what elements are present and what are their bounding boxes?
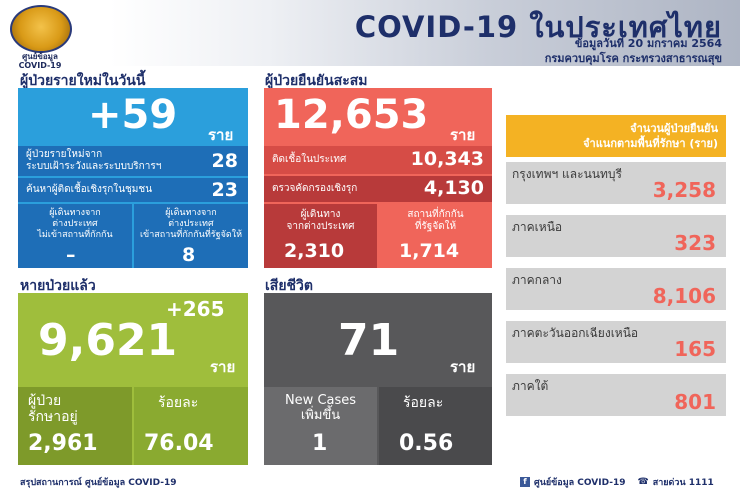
row1-label: ผู้ป่วยรายใหม่จาก ระบบเฝ้าระวังและระบบบร… [26, 149, 162, 172]
cumulative-row2: ตรวจคัดกรองเชิงรุก 4,130 [264, 176, 492, 202]
deaths-percent: ร้อยละ 0.56 [379, 387, 492, 465]
new-cases-row3a: ผู้เดินทางจาก ต่างประเทศ ไม่เข้าสถานที่ก… [18, 204, 132, 268]
recovered-panel: +265 9,621 ราย ผู้ป่วย รักษาอยู่ 2,961 ร… [18, 293, 248, 465]
cumulative-row3b: สถานที่กักกัน ที่รัฐจัดให้ 1,714 [379, 204, 492, 268]
regions-heading: จำนวนผู้ป่วยยืนยัน จำแนกตามพื้นที่รักษา … [583, 122, 718, 150]
region-name: ภาคตะวันออกเฉียงเหนือ [512, 326, 639, 340]
facebook-label: ศูนย์ข้อมูล COVID-19 [534, 478, 626, 488]
row3b-label: สถานที่กักกัน ที่รัฐจัดให้ [407, 209, 464, 232]
deaths-new-label: New Cases เพิ่มขึ้น [284, 393, 357, 423]
new-cases-panel: +59 ราย ผู้ป่วยรายใหม่จาก ระบบเฝ้าระวังแ… [18, 88, 248, 268]
date-line: ข้อมูลวันที่ 20 มกราคม 2564 [574, 37, 722, 50]
recovered-unit: ราย [210, 358, 236, 376]
row3a-label: ผู้เดินทาง จากต่างประเทศ [286, 209, 355, 232]
row3b-value: 1,714 [399, 240, 460, 262]
recovered-heading: หายป่วยแล้ว [20, 278, 96, 294]
row3a-label: ผู้เดินทางจาก ต่างประเทศ ไม่เข้าสถานที่ก… [37, 208, 113, 240]
seal-label: ศูนย์ข้อมูล COVID-19 [18, 52, 62, 70]
region-value: 3,258 [652, 178, 716, 202]
in-treatment-value: 2,961 [28, 431, 98, 456]
cumulative-heading: ผู้ป่วยยืนยันสะสม [265, 73, 368, 89]
agency-line: กรมควบคุมโรค กระทรวงสาธารณสุข [544, 52, 722, 65]
row3b-label: ผู้เดินทางจาก ต่างประเทศ เข้าสถานที่กักก… [139, 208, 243, 240]
region-name: ภาคเหนือ [512, 220, 563, 234]
hotline-label: สายด่วน 1111 [652, 478, 714, 488]
region-value: 323 [674, 231, 716, 255]
region-value: 165 [674, 337, 716, 361]
header: ศูนย์ข้อมูล COVID-19 COVID-19 ในประเทศไท… [0, 0, 740, 70]
region-item: กรุงเทพฯ และนนทบุรี 3,258 [506, 162, 726, 204]
row3b-value: 8 [182, 244, 196, 266]
row3a-value: – [66, 244, 76, 266]
deaths-unit: ราย [450, 358, 476, 376]
region-item: ภาคเหนือ 323 [506, 215, 726, 257]
row2-value: 23 [211, 179, 238, 201]
row2-value: 4,130 [423, 177, 484, 199]
new-cases-row1: ผู้ป่วยรายใหม่จาก ระบบเฝ้าระวังและระบบบร… [18, 146, 248, 176]
row2-label: ค้นหาผู้ติดเชื้อเชิงรุกในชุมชน [26, 184, 153, 195]
new-cases-total: +59 [88, 92, 178, 138]
cumulative-row1: ติดเชื้อในประเทศ 10,343 [264, 146, 492, 174]
row1-value: 10,343 [410, 148, 484, 170]
recovered-percent: ร้อยละ 76.04 [134, 387, 248, 465]
recovered-percent-label: ร้อยละ [158, 395, 199, 411]
footer-left: สรุปสถานการณ์ ศูนย์ข้อมูล COVID-19 [20, 478, 177, 488]
region-value: 8,106 [652, 284, 716, 308]
government-seal-icon [10, 5, 72, 53]
deaths-new-value: 1 [312, 431, 328, 456]
new-cases-row2: ค้นหาผู้ติดเชื้อเชิงรุกในชุมชน 23 [18, 178, 248, 202]
regions-heading-box: จำนวนผู้ป่วยยืนยัน จำแนกตามพื้นที่รักษา … [506, 115, 726, 157]
region-name: ภาคกลาง [512, 273, 562, 287]
recovered-total: 9,621 [38, 315, 178, 366]
region-name: ภาคใต้ [512, 379, 549, 393]
region-item: ภาคกลาง 8,106 [506, 268, 726, 310]
cumulative-panel: 12,653 ราย ติดเชื้อในประเทศ 10,343 ตรวจค… [264, 88, 492, 268]
deaths-percent-value: 0.56 [399, 431, 454, 456]
footer-right: f ศูนย์ข้อมูล COVID-19 ☎ สายด่วน 1111 [520, 475, 714, 489]
row2-label: ตรวจคัดกรองเชิงรุก [272, 183, 358, 194]
deaths-total: 71 [338, 315, 400, 366]
page-title: COVID-19 ในประเทศไทย [354, 10, 722, 44]
region-item: ภาคตะวันออกเฉียงเหนือ 165 [506, 321, 726, 363]
new-cases-unit: ราย [208, 126, 234, 144]
deaths-new: New Cases เพิ่มขึ้น 1 [264, 387, 377, 465]
phone-icon: ☎ [637, 477, 649, 487]
region-name: กรุงเทพฯ และนนทบุรี [512, 167, 622, 181]
recovered-percent-value: 76.04 [144, 431, 214, 456]
cumulative-total: 12,653 [274, 92, 429, 138]
in-treatment-label: ผู้ป่วย รักษาอยู่ [28, 393, 78, 425]
row1-label: ติดเชื้อในประเทศ [272, 154, 347, 165]
recovered-increase: +265 [166, 297, 225, 321]
row3a-value: 2,310 [284, 240, 345, 262]
new-cases-heading: ผู้ป่วยรายใหม่ในวันนี้ [20, 73, 146, 89]
deaths-heading: เสียชีวิต [265, 278, 313, 294]
cumulative-unit: ราย [450, 126, 476, 144]
row1-value: 28 [211, 150, 238, 172]
deaths-panel: 71 ราย New Cases เพิ่มขึ้น 1 ร้อยละ 0.56 [264, 293, 492, 465]
recovered-in-treatment: ผู้ป่วย รักษาอยู่ 2,961 [18, 387, 132, 465]
region-value: 801 [674, 390, 716, 414]
deaths-percent-label: ร้อยละ [403, 395, 444, 411]
region-item: ภาคใต้ 801 [506, 374, 726, 416]
header-band [110, 0, 740, 66]
facebook-icon: f [520, 477, 530, 487]
new-cases-row3b: ผู้เดินทางจาก ต่างประเทศ เข้าสถานที่กักก… [134, 204, 248, 268]
cumulative-row3a: ผู้เดินทาง จากต่างประเทศ 2,310 [264, 204, 377, 268]
